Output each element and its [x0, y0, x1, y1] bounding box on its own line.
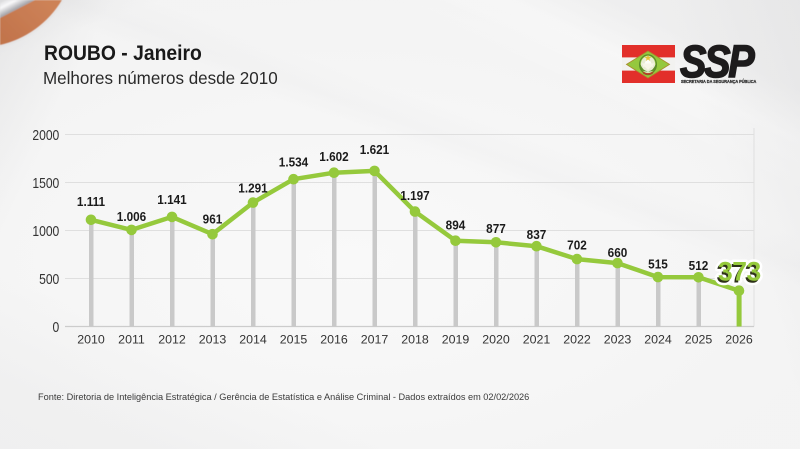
svg-text:2026: 2026 [725, 332, 753, 346]
svg-text:373: 373 [716, 258, 759, 288]
svg-text:877: 877 [486, 222, 506, 237]
svg-text:1500: 1500 [32, 175, 59, 191]
svg-text:2020: 2020 [482, 332, 510, 346]
svg-text:2014: 2014 [239, 332, 267, 346]
svg-text:1.141: 1.141 [157, 193, 187, 208]
svg-text:1.197: 1.197 [400, 189, 430, 204]
svg-text:2015: 2015 [280, 332, 308, 346]
svg-text:373: 373 [718, 257, 761, 287]
svg-text:2022: 2022 [563, 332, 591, 346]
svg-text:1.534: 1.534 [279, 155, 309, 170]
svg-text:2025: 2025 [685, 332, 713, 346]
svg-text:2011: 2011 [118, 332, 145, 346]
svg-text:2023: 2023 [604, 332, 632, 346]
svg-text:1000: 1000 [32, 223, 59, 239]
svg-text:0: 0 [53, 319, 60, 335]
svg-text:500: 500 [39, 271, 59, 287]
svg-text:1.602: 1.602 [319, 149, 349, 164]
svg-text:2021: 2021 [523, 332, 551, 346]
svg-text:2018: 2018 [401, 332, 429, 346]
svg-text:702: 702 [567, 238, 587, 253]
svg-text:515: 515 [648, 257, 668, 272]
svg-text:2012: 2012 [158, 332, 186, 346]
svg-text:1.111: 1.111 [77, 194, 105, 209]
svg-text:2013: 2013 [199, 332, 227, 346]
svg-text:2024: 2024 [644, 332, 672, 346]
svg-text:2000: 2000 [32, 127, 59, 143]
svg-text:1.006: 1.006 [117, 210, 147, 225]
svg-text:373: 373 [716, 258, 759, 288]
svg-text:373: 373 [718, 257, 761, 287]
svg-text:660: 660 [608, 246, 628, 261]
svg-text:1.621: 1.621 [360, 143, 390, 158]
svg-text:837: 837 [527, 227, 547, 242]
svg-text:961: 961 [203, 212, 223, 227]
svg-text:2016: 2016 [320, 332, 348, 346]
svg-text:2010: 2010 [77, 332, 105, 346]
svg-text:2019: 2019 [442, 332, 470, 346]
svg-text:894: 894 [446, 218, 466, 233]
svg-text:1.291: 1.291 [238, 181, 268, 196]
svg-text:2017: 2017 [361, 332, 389, 346]
svg-text:512: 512 [689, 258, 709, 273]
